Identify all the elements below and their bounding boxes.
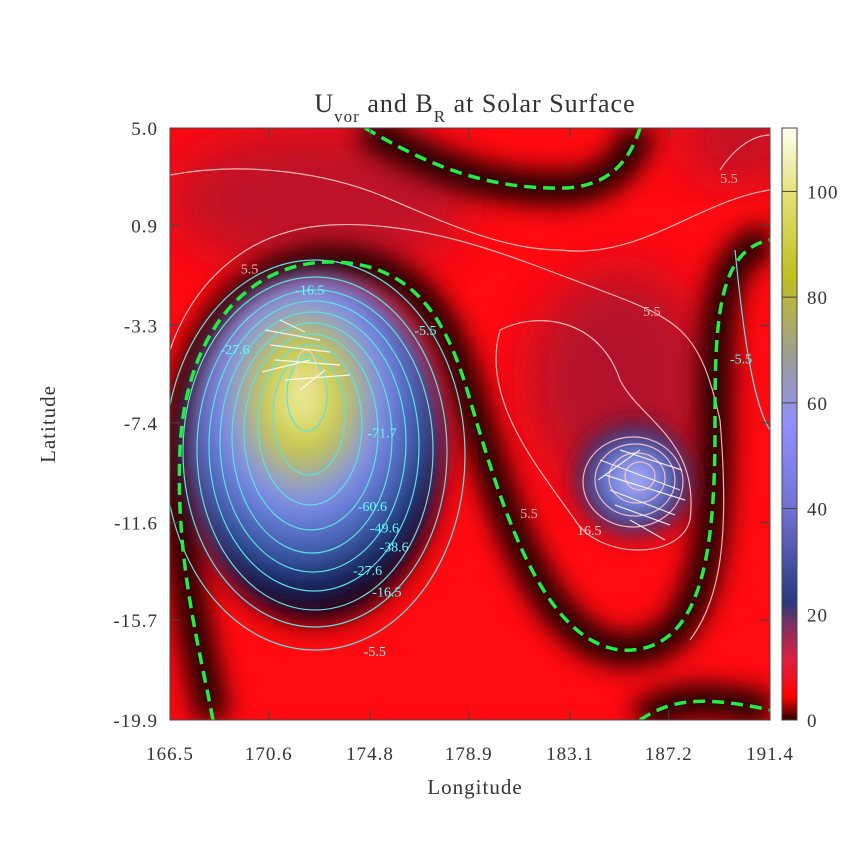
contour-label: 5.5 xyxy=(241,262,259,277)
x-tick-label: 166.5 xyxy=(146,744,194,765)
contour-label: 5.5 xyxy=(643,305,661,320)
contour-label: 5.5 xyxy=(720,172,738,187)
title-text: and B xyxy=(360,89,434,118)
contour-label: -5.5 xyxy=(414,324,436,339)
colorbar-tick-label: 0 xyxy=(807,711,818,732)
y-tick-label: -15.7 xyxy=(113,611,158,632)
colorbar-tick-label: 20 xyxy=(807,605,828,626)
title-subscript: R xyxy=(434,107,446,126)
contour-label: -49.6 xyxy=(370,521,399,536)
title-text: U xyxy=(314,89,334,118)
y-tick-label: 0.9 xyxy=(131,216,158,237)
chart-title: Uvor and BR at Solar Surface xyxy=(314,89,635,126)
colorbar xyxy=(781,127,798,721)
contour-label: -27.6 xyxy=(220,343,249,358)
y-tick-label: -3.3 xyxy=(124,316,158,337)
y-tick-label: -7.4 xyxy=(124,414,158,435)
plot-frame xyxy=(169,127,771,721)
contour-label: 16.5 xyxy=(577,524,602,539)
x-tick-label: 170.6 xyxy=(245,744,293,765)
colorbar-tick-label: 80 xyxy=(807,288,828,309)
y-tick-label: -11.6 xyxy=(114,514,158,535)
y-tick-label: -19.9 xyxy=(113,711,158,732)
x-tick-label: 183.1 xyxy=(546,744,594,765)
contour-label: -5.5 xyxy=(730,353,752,368)
contour-label: -60.6 xyxy=(358,500,387,515)
colorbar-tick-label: 60 xyxy=(807,394,828,415)
x-tick-label: 178.9 xyxy=(445,744,493,765)
contour-label: -16.5 xyxy=(295,284,324,299)
contour-label: -27.6 xyxy=(353,564,382,579)
x-tick-label: 187.2 xyxy=(645,744,693,765)
colorbar-tick-label: 100 xyxy=(807,182,839,203)
title-subscript: vor xyxy=(334,107,360,126)
contour-label: -38.6 xyxy=(380,540,409,555)
title-text: at Solar Surface xyxy=(446,89,636,118)
x-tick-label: 191.4 xyxy=(746,744,794,765)
contour-label: -16.5 xyxy=(372,586,401,601)
contour-label: 5.5 xyxy=(520,507,538,522)
y-tick-label: 5.0 xyxy=(131,119,158,140)
x-axis-label: Longitude xyxy=(427,775,522,799)
colorbar-tick-label: 40 xyxy=(807,500,828,521)
contour-label: -5.5 xyxy=(364,645,386,660)
field xyxy=(170,128,770,720)
y-axis-label: Latitude xyxy=(36,385,60,463)
x-tick-label: 174.8 xyxy=(346,744,394,765)
contour-label: -71.7 xyxy=(367,426,396,441)
